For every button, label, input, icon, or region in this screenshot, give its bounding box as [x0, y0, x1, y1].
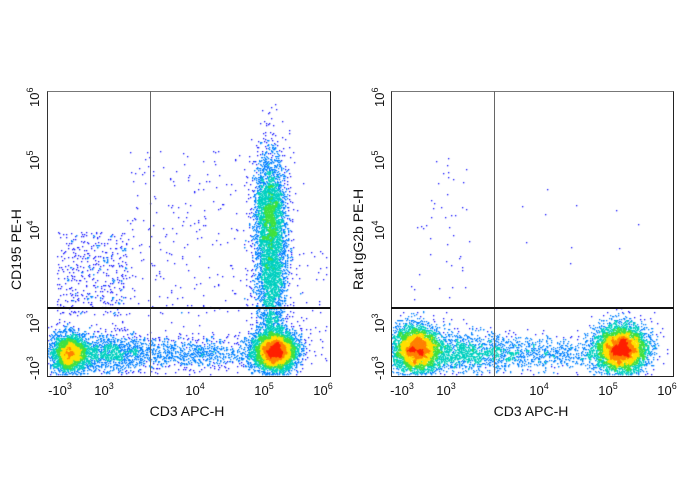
left-x-tick-1e3: 103 — [94, 381, 114, 398]
left-quadrant-gate-horizontal[interactable] — [47, 307, 331, 309]
right-quadrant-gate-horizontal[interactable] — [391, 307, 674, 309]
right-x-tick-neg1e3: -103 — [390, 381, 414, 398]
right-y-tick-1e5: 105 — [370, 150, 387, 170]
left-x-tick-1e4: 104 — [185, 381, 205, 398]
right-x-tick-1e3: 103 — [436, 381, 456, 398]
right-x-tick-1e6: 106 — [657, 381, 677, 398]
left-x-axis-label: CD3 APC-H — [149, 403, 225, 419]
right-y-tick-1e4: 104 — [370, 220, 387, 240]
left-plot-dots — [47, 91, 330, 376]
right-y-tick-1e6: 106 — [370, 87, 387, 107]
left-plot-frame — [47, 91, 331, 377]
right-y-tick-neg1e3: -103 — [370, 356, 387, 380]
right-y-axis-label: Rat IgG2b PE-H — [350, 188, 366, 290]
right-plot-dots — [391, 91, 673, 376]
left-x-tick-1e5: 105 — [254, 381, 274, 398]
right-y-tick-1e3: 103 — [370, 313, 387, 333]
right-plot-frame — [391, 91, 674, 377]
right-x-tick-1e4: 104 — [529, 381, 549, 398]
left-x-tick-neg1e3: -103 — [48, 381, 72, 398]
right-x-tick-1e5: 105 — [598, 381, 618, 398]
left-x-tick-1e6: 106 — [313, 381, 333, 398]
left-quadrant-gate-vertical[interactable] — [150, 91, 151, 376]
right-quadrant-gate-vertical[interactable] — [494, 91, 495, 376]
right-x-axis-label: CD3 APC-H — [493, 403, 569, 419]
